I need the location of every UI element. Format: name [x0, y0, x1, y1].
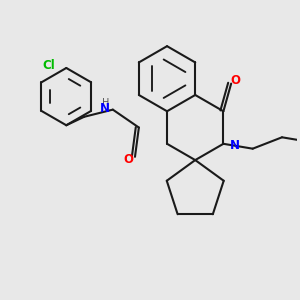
- Text: O: O: [124, 153, 134, 167]
- Text: O: O: [231, 74, 241, 87]
- Text: H: H: [102, 98, 110, 108]
- Text: Cl: Cl: [43, 59, 56, 72]
- Text: N: N: [100, 102, 110, 115]
- Text: N: N: [230, 139, 240, 152]
